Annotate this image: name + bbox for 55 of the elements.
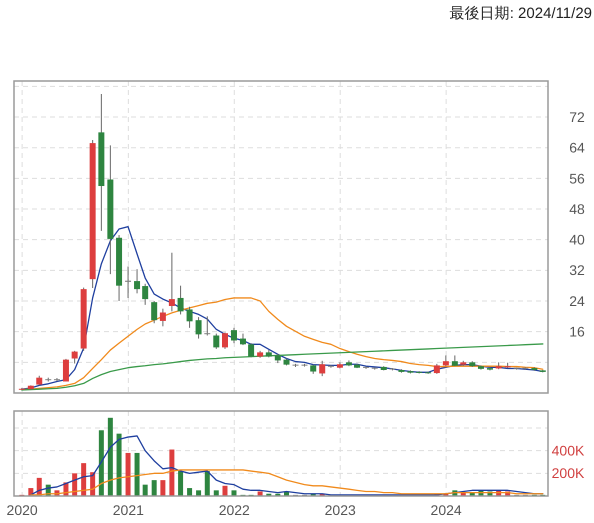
bar: [178, 471, 184, 496]
candlestick: [36, 375, 42, 386]
candlestick: [142, 283, 148, 306]
y-tick-label: 200K: [552, 465, 586, 482]
bar: [204, 471, 210, 496]
candlestick: [230, 327, 237, 344]
y-tick-label: 72: [569, 108, 585, 125]
y-tick-label: 32: [569, 262, 585, 278]
candlestick: [442, 354, 449, 367]
candlestick: [72, 350, 78, 364]
candlestick: [168, 252, 175, 312]
x-tick-label: 2024: [430, 502, 462, 518]
candlestick: [222, 332, 228, 350]
bar: [108, 418, 113, 496]
bar: [126, 452, 131, 496]
candlestick: [248, 342, 254, 358]
y-tick-label: 24: [569, 292, 585, 309]
y-tick-label: 56: [569, 170, 585, 186]
x-tick-label: 2022: [218, 502, 250, 518]
y-tick-label: 48: [569, 200, 585, 217]
candlestick: [62, 358, 69, 382]
chart-title: 最後日期: 2024/11/29: [450, 5, 592, 22]
candlestick: [434, 363, 440, 374]
bar: [169, 450, 174, 496]
line-series: [21, 343, 544, 391]
candlestick: [310, 364, 316, 374]
candlestick: [186, 306, 193, 328]
candlestick: [204, 316, 210, 336]
x-tick-label: 2023: [324, 502, 356, 518]
candlestick: [125, 266, 132, 298]
bar: [134, 452, 140, 496]
candlestick: [274, 353, 281, 364]
bar: [152, 480, 157, 496]
x-tick-label: 2021: [112, 502, 144, 518]
bar: [81, 463, 86, 496]
y-tick-label: 16: [569, 324, 585, 340]
candlestick: [178, 285, 184, 315]
candlestick: [196, 316, 202, 340]
candlestick: [134, 268, 140, 294]
bar: [116, 434, 122, 496]
y-tick-label: 400K: [552, 442, 586, 459]
candlestick: [151, 300, 158, 324]
candlestick: [213, 333, 220, 350]
y-tick-label: 64: [569, 140, 585, 156]
line-series: [30, 469, 544, 496]
bar: [187, 488, 192, 496]
y-tick-label: 40: [569, 232, 585, 248]
candlestick: [240, 333, 246, 346]
candlestick: [319, 360, 326, 377]
candlestick: [160, 308, 166, 327]
x-tick-label: 2020: [6, 502, 38, 518]
bar: [142, 484, 148, 496]
bar: [98, 430, 104, 496]
bar: [222, 486, 228, 496]
bar: [160, 480, 166, 496]
